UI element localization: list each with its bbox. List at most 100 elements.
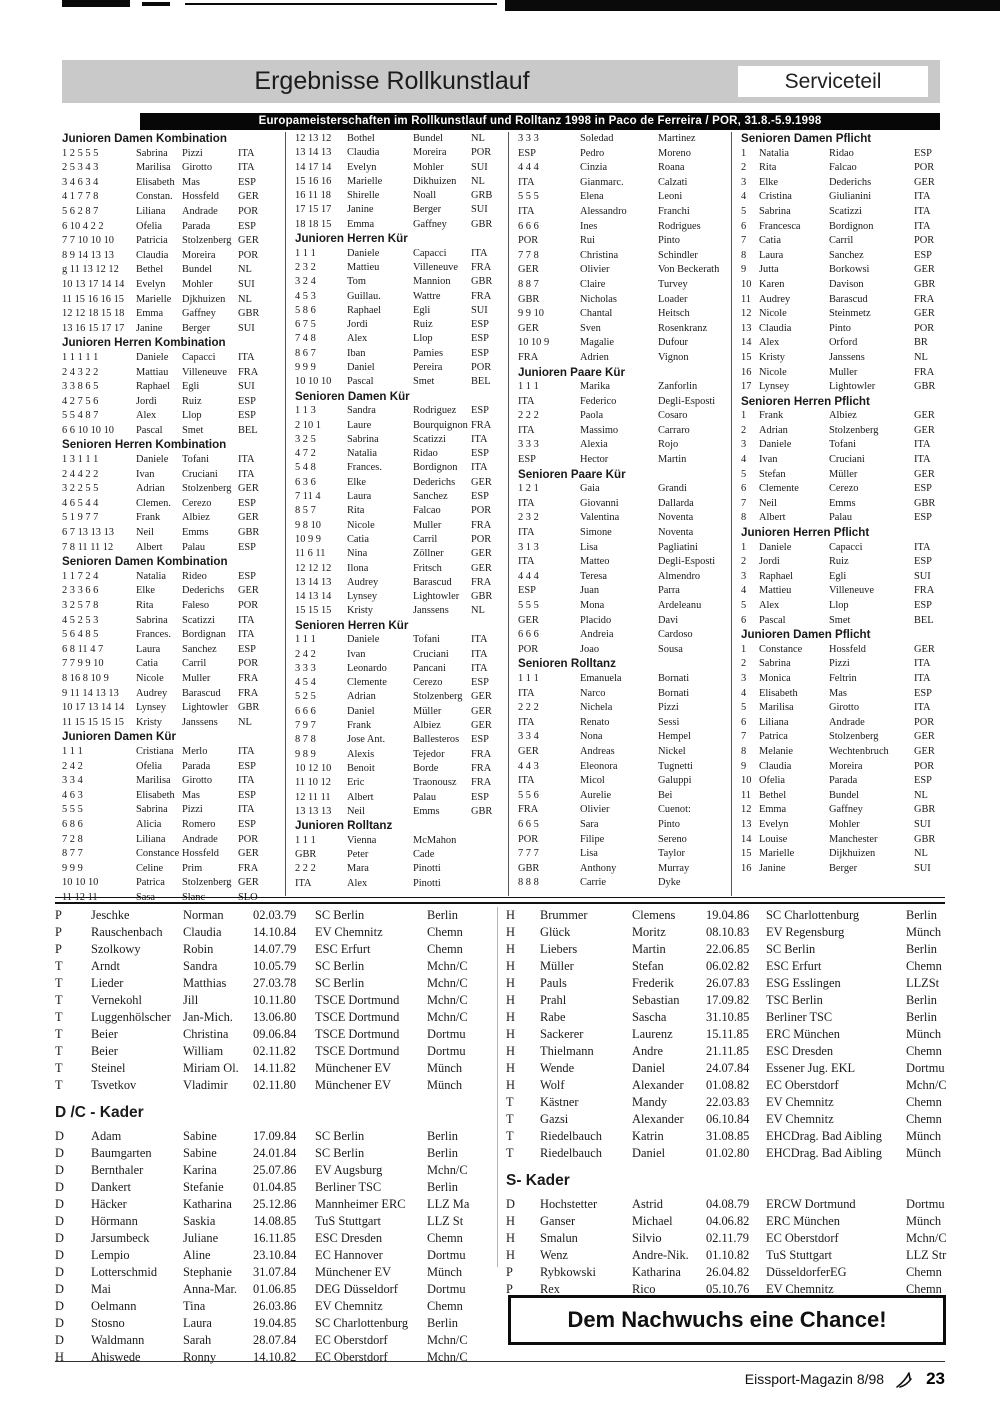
section-heading: Senioren Damen Kombination: [62, 555, 228, 569]
rank-cell: 1 2 1: [518, 483, 539, 495]
table-row: 5 5 5 Sabrina Pizzi ITA: [62, 803, 274, 818]
first-name-cell: Marilisa: [136, 162, 171, 174]
rank-cell: 2 2 2: [295, 863, 316, 875]
birthdate-cell: 10.05.79: [253, 959, 297, 973]
last-name-cell: Mannion: [413, 276, 451, 288]
table-row: H Brummer Clemens 19.04.86 SC Charlottenburg…: [506, 907, 948, 924]
table-row: 9 Claudia Moreira POR: [741, 760, 950, 775]
rank-cell: 8 6 7: [295, 347, 316, 359]
first-name-cell: Simone: [580, 527, 612, 539]
table-row: 2 Adrian Stolzenberg GER: [741, 424, 950, 439]
country-cell: GER: [471, 548, 492, 560]
country-cell: GER: [914, 264, 935, 276]
rank-cell: 12 12 18 15 18: [62, 308, 125, 320]
base-cell: LLZSt: [906, 976, 940, 990]
last-name-cell: Dankert: [91, 1180, 131, 1194]
country-cell: GBR: [238, 527, 260, 539]
birthdate-cell: 10.11.80: [253, 993, 296, 1007]
rank-cell: 1 3 1 1 1: [62, 454, 99, 466]
last-name-cell: Ridao: [413, 448, 438, 460]
rank-cell: 7 7 8: [518, 249, 539, 261]
last-name-cell: Waldmann: [91, 1333, 145, 1347]
last-name-cell: Liebers: [540, 942, 578, 956]
last-name-cell: Capacci: [829, 541, 863, 553]
last-name-cell: Hossfeld: [829, 643, 866, 655]
cadre-code-cell: D: [55, 1231, 64, 1245]
first-name-cell: Daniele: [759, 541, 792, 553]
first-name-cell: Aurelie: [580, 789, 612, 801]
last-name-cell: Janssens: [829, 351, 865, 363]
country-cell: GER: [471, 720, 492, 732]
base-cell: Chemn: [427, 925, 463, 939]
first-name-cell: Evelyn: [347, 161, 377, 173]
country-cell: [694, 351, 730, 366]
first-name-cell: Cristiana: [136, 745, 174, 757]
first-name-cell: Andre: [632, 1044, 663, 1058]
table-row: T Luggenhölscher Jan-Mich. 13.06.80 TSCE Dor…: [55, 1009, 492, 1026]
rank-cell: 9: [741, 264, 747, 276]
table-row: 5 5 4 8 7 Alex Llop ESP: [62, 409, 274, 424]
first-name-cell: Raphael: [759, 570, 794, 582]
last-name-cell: Bornati: [658, 687, 690, 699]
last-name-cell: Bei: [658, 789, 673, 801]
first-name-cell: Jill: [183, 993, 199, 1007]
cadre-code-cell: T: [55, 1010, 63, 1024]
table-row: 7 8 11 11 12 Albert Palau ESP: [62, 541, 274, 556]
table-row: 16 Nicole Muller FRA: [741, 366, 950, 381]
rank-cell: 16: [741, 862, 752, 874]
rank-cell: 7: [741, 497, 747, 509]
rank-cell: 2: [741, 424, 747, 436]
birthdate-cell: 08.10.83: [706, 925, 750, 939]
first-name-cell: Claire: [580, 278, 606, 290]
table-row: H Wolf Alexander 01.08.82 EC Oberstdorf Mchn/…: [506, 1077, 948, 1094]
rank-cell: 4 6 3: [62, 789, 83, 801]
table-row: 1 Daniele Capacci ITA: [741, 541, 950, 556]
rank-cell: 8 9 14 13 13: [62, 249, 114, 261]
first-name-cell: Ofelia: [136, 760, 162, 772]
last-name-cell: Martinez: [658, 133, 696, 144]
club-cell: TSCE Dortmund: [315, 1027, 400, 1041]
rank-cell: GER: [518, 614, 539, 626]
club-cell: Berliner TSC: [315, 1180, 382, 1194]
first-name-cell: Audrey: [347, 576, 379, 588]
rank-cell: 13: [741, 322, 752, 334]
rank-cell: 3 1 3: [518, 541, 539, 553]
last-name-cell: Vignon: [658, 351, 689, 363]
table-row: 4 Cristina Giulianini ITA: [741, 190, 950, 205]
last-name-cell: Carril: [413, 533, 438, 545]
base-cell: Berlin: [906, 942, 937, 956]
results-column: Senioren Damen Pflicht 1 Natalia Ridao ESP 2 R…: [731, 132, 950, 896]
country-cell: [694, 409, 730, 424]
birthdate-cell: 01.02.80: [706, 1146, 750, 1160]
birthdate-cell: 17.09.82: [706, 993, 750, 1007]
rank-cell: 6 6 10 10 10: [62, 424, 114, 436]
country-cell: [694, 482, 730, 497]
country-cell: [694, 730, 730, 745]
rank-cell: 1: [741, 147, 747, 159]
last-name-cell: Falcao: [829, 162, 857, 174]
table-row: 2 Jordi Ruiz ESP: [741, 555, 950, 570]
rank-cell: 6 7 5: [295, 319, 316, 331]
last-name-cell: Tejedor: [413, 748, 445, 760]
rank-cell: 12 13 12: [295, 133, 332, 144]
birthdate-cell: 02.11.82: [253, 1044, 296, 1058]
first-name-cell: Albert: [347, 791, 374, 803]
club-cell: ESC Erfurt: [315, 942, 371, 956]
first-name-cell: Rita: [136, 600, 154, 611]
rank-cell: 5 6 2 8 7: [62, 205, 99, 217]
country-cell: GER: [471, 691, 492, 703]
country-cell: ITA: [238, 614, 255, 626]
rank-cell: 5 4 8: [295, 462, 316, 474]
birthdate-cell: 22.03.83: [706, 1095, 750, 1109]
rank-cell: 9 11 14 13 13: [62, 687, 119, 699]
first-name-cell: Frank: [759, 410, 784, 422]
table-row: 1 1 1 1 1 Daniele Capacci ITA: [62, 351, 274, 366]
club-cell: ERCW Dortmund: [766, 1197, 856, 1211]
rank-cell: 5 5 5: [518, 191, 539, 203]
rank-cell: 3 3 3: [518, 439, 539, 451]
table-row: D Häcker Katharina 25.12.86 Mannheimer ERC LL…: [55, 1196, 492, 1213]
club-cell: TSC Berlin: [766, 993, 823, 1007]
rank-cell: 4 4 4: [518, 162, 539, 174]
country-cell: ITA: [914, 702, 931, 714]
last-name-cell: Djkhuizen: [182, 293, 226, 305]
